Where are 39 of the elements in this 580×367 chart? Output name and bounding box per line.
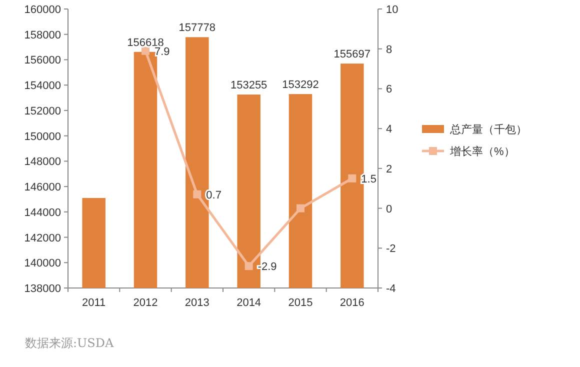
data-label: 153292 <box>282 79 319 92</box>
source-note: 数据来源:USDA <box>25 336 114 350</box>
point <box>142 46 150 55</box>
y-tick-label: 148000 <box>24 156 61 168</box>
data-label: 157778 <box>178 22 216 34</box>
x-tick-label: 2013 <box>184 297 210 309</box>
y-tick-label: 144000 <box>24 206 61 219</box>
y-tick-label: 142000 <box>24 232 61 244</box>
data-label: 7.9 <box>154 46 170 58</box>
y2-tick-label: -4 <box>386 283 396 295</box>
y-tick-label: 158000 <box>24 29 61 42</box>
y-tick-label: 154000 <box>24 80 61 92</box>
y-tick-label: 138000 <box>24 283 61 295</box>
x-tick-label: 2012 <box>133 297 158 309</box>
y2-tick-label: 8 <box>386 44 392 56</box>
x-tick-label: 2015 <box>288 297 313 309</box>
y-tick-label: 160000 <box>24 4 61 16</box>
legend-label: 总产量（千包） <box>449 123 527 136</box>
point <box>244 262 253 270</box>
y2-tick-label: 4 <box>386 124 392 136</box>
y2-tick-label: -2 <box>386 243 396 256</box>
y-tick-label: 150000 <box>24 130 61 143</box>
x-tick-label: 2014 <box>236 297 262 309</box>
x-tick-label: 2011 <box>82 297 106 309</box>
data-label: 155697 <box>334 48 371 61</box>
y2-tick-label: 0 <box>386 203 392 216</box>
y2-tick-label: 2 <box>386 163 392 176</box>
point <box>296 204 304 212</box>
x-tick-label: 2016 <box>340 297 364 309</box>
y-tick-label: 146000 <box>24 182 61 194</box>
y2-tick-label: 6 <box>386 84 392 96</box>
point <box>193 190 202 198</box>
point <box>348 174 356 182</box>
legend-label: 增长率（%） <box>449 145 515 158</box>
y-tick-label: 156000 <box>24 54 61 67</box>
data-label: 153255 <box>230 80 268 92</box>
y2-tick-label: 10 <box>386 4 398 16</box>
y-tick-label: 140000 <box>24 258 61 270</box>
y-tick-label: 152000 <box>24 105 61 118</box>
